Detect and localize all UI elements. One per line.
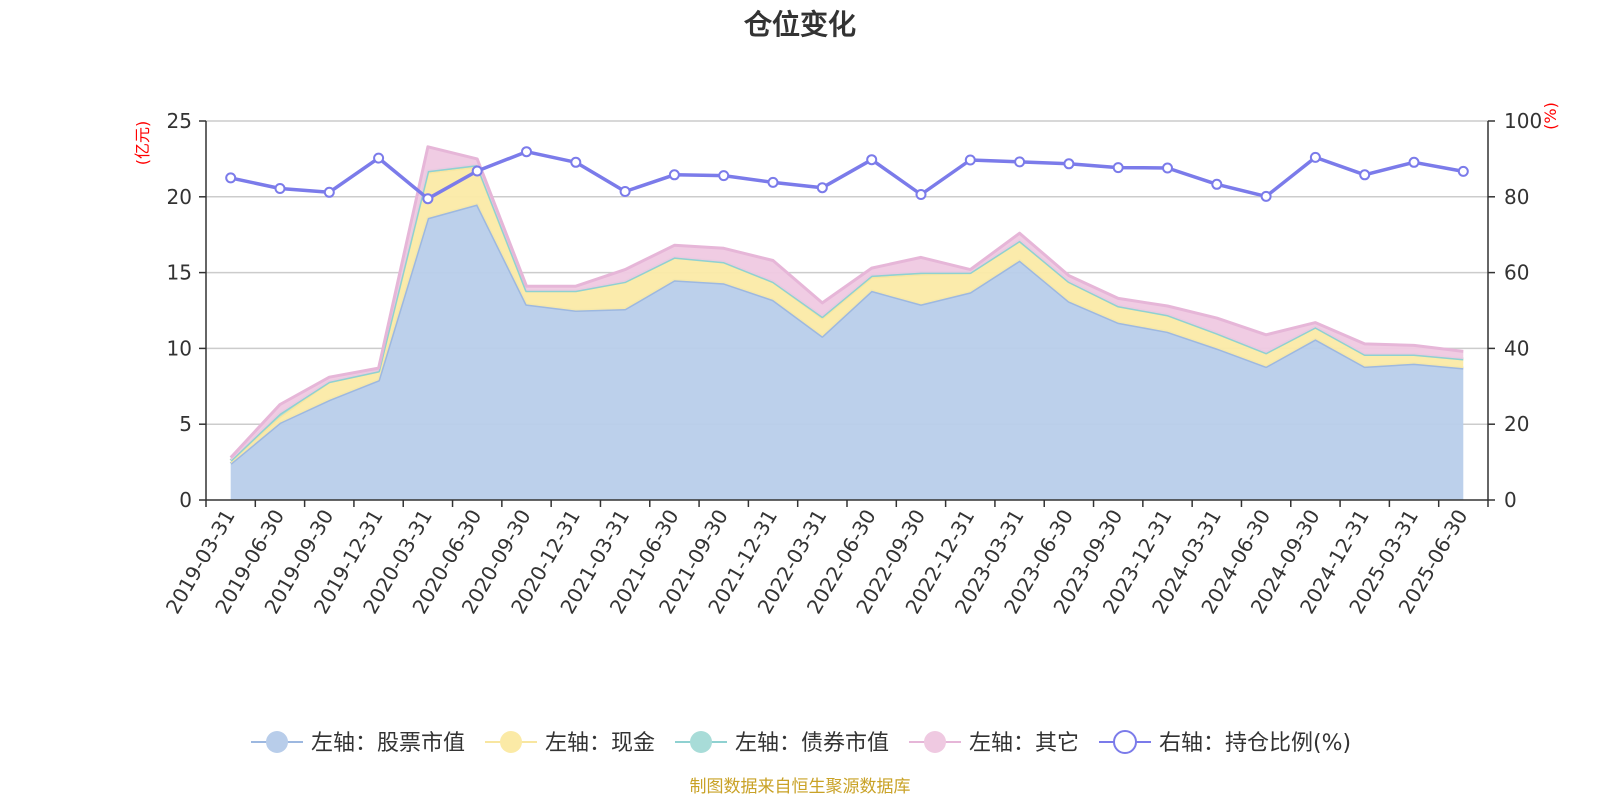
ratio-point bbox=[225, 172, 237, 184]
legend-marker-icon bbox=[500, 731, 522, 753]
area-左轴：股票市值 bbox=[230, 204, 1464, 500]
ratio-point bbox=[718, 170, 730, 182]
chart-title: 仓位变化 bbox=[744, 8, 856, 41]
legend-item: 右轴：持仓比例(%) bbox=[1099, 730, 1351, 756]
left-tick-label: 0 bbox=[179, 488, 192, 512]
stacked-areas bbox=[229, 145, 1464, 500]
ratio-point bbox=[422, 193, 434, 205]
left-axis-unit: (亿元) bbox=[133, 121, 152, 166]
ratio-line bbox=[225, 146, 1469, 205]
ratio-point bbox=[1112, 162, 1124, 174]
ratio-point bbox=[1457, 165, 1469, 177]
legend-label: 左轴：其它 bbox=[969, 731, 1079, 756]
ratio-point bbox=[1063, 158, 1075, 170]
right-tick-label: 0 bbox=[1504, 488, 1517, 512]
ratio-point bbox=[1408, 156, 1420, 168]
ratio-point bbox=[619, 186, 631, 197]
legend-item: 左轴：股票市值 bbox=[251, 731, 465, 756]
left-tick-label: 10 bbox=[167, 336, 192, 360]
ratio-point bbox=[915, 189, 927, 200]
legend-item: 左轴：债券市值 bbox=[675, 731, 889, 756]
ratio-point bbox=[1014, 156, 1026, 168]
ratio-point bbox=[1162, 162, 1173, 174]
left-tick-label: 15 bbox=[167, 261, 192, 285]
right-axis-unit: (%) bbox=[1541, 102, 1560, 130]
ratio-point bbox=[1309, 151, 1321, 163]
right-tick-label: 100 bbox=[1504, 109, 1542, 133]
legend-marker-icon bbox=[690, 731, 712, 753]
area-edge-左轴：其它 bbox=[229, 145, 1464, 459]
ratio-point bbox=[1260, 190, 1272, 202]
right-tick-label: 40 bbox=[1504, 336, 1529, 360]
ratio-point bbox=[521, 146, 532, 158]
line-右轴：持仓比例(%) bbox=[230, 149, 1464, 201]
ratio-point bbox=[668, 169, 680, 181]
legend-label: 左轴：现金 bbox=[545, 731, 655, 756]
ratio-point bbox=[866, 154, 878, 166]
ratio-point bbox=[274, 183, 286, 194]
legend-label: 右轴：持仓比例(%) bbox=[1159, 731, 1351, 756]
ratio-point bbox=[964, 154, 976, 166]
legend-label: 左轴：债券市值 bbox=[735, 731, 889, 756]
ratio-point bbox=[1211, 178, 1223, 190]
legend: 左轴：股票市值 左轴：现金 左轴：债券市值 左轴：其它 右轴：持仓比例(%) bbox=[251, 730, 1351, 756]
legend-marker-icon bbox=[924, 731, 946, 753]
ratio-point bbox=[816, 182, 828, 194]
legend-marker-icon bbox=[1113, 730, 1137, 754]
ratio-point bbox=[323, 186, 335, 198]
ratio-point bbox=[767, 176, 779, 188]
data-source-note: 制图数据来自恒生聚源数据库 bbox=[690, 777, 911, 797]
right-tick-label: 60 bbox=[1504, 261, 1529, 285]
right-tick-label: 20 bbox=[1504, 412, 1529, 436]
legend-label: 左轴：股票市值 bbox=[311, 731, 465, 756]
left-tick-label: 20 bbox=[167, 185, 192, 209]
left-tick-label: 5 bbox=[179, 412, 192, 436]
legend-item: 左轴：现金 bbox=[485, 731, 655, 756]
ratio-point bbox=[471, 165, 483, 177]
right-tick-label: 80 bbox=[1504, 185, 1529, 209]
left-tick-label: 25 bbox=[167, 109, 192, 133]
ratio-point bbox=[570, 156, 582, 168]
legend-item: 左轴：其它 bbox=[909, 731, 1079, 756]
legend-marker-icon bbox=[266, 731, 288, 753]
ratio-point bbox=[373, 152, 385, 164]
ratio-point bbox=[1359, 169, 1371, 181]
